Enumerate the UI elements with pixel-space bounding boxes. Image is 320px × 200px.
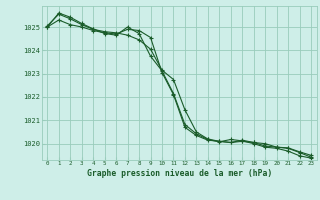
X-axis label: Graphe pression niveau de la mer (hPa): Graphe pression niveau de la mer (hPa) bbox=[87, 169, 272, 178]
